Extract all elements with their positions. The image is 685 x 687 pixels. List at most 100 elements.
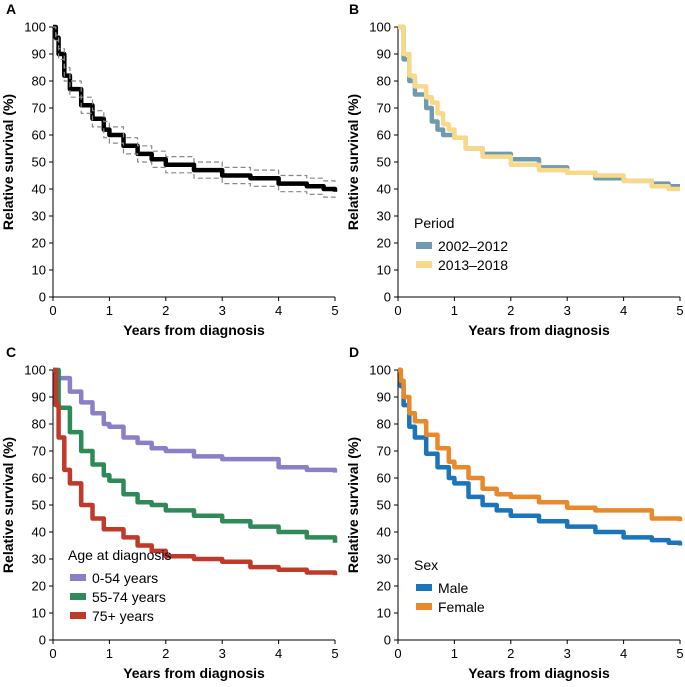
legend-title: Age at diagnosis bbox=[68, 547, 172, 563]
y-tick-label: 10 bbox=[377, 263, 391, 278]
y-tick-label: 90 bbox=[32, 390, 46, 405]
y-tick-label: 60 bbox=[32, 471, 46, 486]
y-tick-label: 70 bbox=[32, 444, 46, 459]
y-tick-label: 60 bbox=[32, 128, 46, 143]
y-tick-label: 20 bbox=[32, 579, 46, 594]
x-axis-label: Years from diagnosis bbox=[468, 322, 610, 338]
y-tick-label: 90 bbox=[377, 47, 391, 62]
y-tick-label: 50 bbox=[32, 155, 46, 170]
x-tick-label: 4 bbox=[275, 303, 282, 318]
y-tick-label: 90 bbox=[377, 390, 391, 405]
panel-C: C 0 10 20 30 40 50 60 70 80 90 100 0 1 2 3 4 5 Years from … bbox=[0, 344, 339, 681]
y-tick-label: 40 bbox=[377, 182, 391, 197]
legend-swatch bbox=[416, 603, 432, 610]
series-line bbox=[53, 24, 338, 192]
legend-swatch bbox=[416, 242, 432, 249]
x-tick-label: 1 bbox=[451, 646, 458, 661]
y-tick-label: 40 bbox=[32, 182, 46, 197]
legend-label: 2002–2012 bbox=[438, 238, 508, 254]
y-axis-label: Relative survival (%) bbox=[0, 94, 16, 230]
x-tick-label: 0 bbox=[394, 303, 401, 318]
y-axis-label: Relative survival (%) bbox=[0, 437, 16, 573]
panel-letter: D bbox=[349, 344, 359, 360]
x-tick-label: 5 bbox=[676, 646, 683, 661]
y-tick-label: 100 bbox=[24, 363, 46, 378]
panel-letter: A bbox=[6, 1, 16, 17]
y-tick-label: 100 bbox=[24, 20, 46, 35]
series-line bbox=[398, 367, 683, 546]
x-axis-label: Years from diagnosis bbox=[468, 665, 610, 681]
panel-B: B 0 10 20 30 40 50 60 70 80 90 100 0 1 2 3 4 5 Years from … bbox=[345, 1, 684, 338]
legend-swatch bbox=[70, 574, 86, 581]
y-tick-label: 70 bbox=[32, 101, 46, 116]
x-tick-label: 4 bbox=[620, 303, 627, 318]
y-tick-label: 20 bbox=[377, 236, 391, 251]
legend-label: 55-74 years bbox=[92, 589, 166, 605]
y-tick-label: 80 bbox=[32, 74, 46, 89]
series-line bbox=[53, 367, 338, 473]
x-tick-label: 4 bbox=[620, 646, 627, 661]
series-line bbox=[398, 24, 680, 189]
y-tick-label: 20 bbox=[377, 579, 391, 594]
y-tick-label: 30 bbox=[377, 209, 391, 224]
y-tick-label: 10 bbox=[377, 606, 391, 621]
y-tick-label: 60 bbox=[377, 471, 391, 486]
y-tick-label: 40 bbox=[377, 525, 391, 540]
legend-title: Period bbox=[414, 215, 454, 231]
series-line bbox=[53, 367, 338, 543]
y-tick-label: 60 bbox=[377, 128, 391, 143]
panel-D: D 0 10 20 30 40 50 60 70 80 90 100 0 1 2 3 4 5 Years from … bbox=[345, 344, 684, 681]
y-tick-label: 0 bbox=[384, 290, 391, 305]
x-tick-label: 4 bbox=[275, 646, 282, 661]
y-axis-label: Relative survival (%) bbox=[345, 94, 361, 230]
series-line bbox=[398, 24, 680, 192]
panel-letter: C bbox=[6, 344, 16, 360]
y-tick-label: 0 bbox=[384, 633, 391, 648]
legend-swatch bbox=[70, 593, 86, 600]
y-axis-label: Relative survival (%) bbox=[345, 437, 361, 573]
series-line-ci-upper bbox=[53, 26, 336, 184]
y-tick-label: 40 bbox=[32, 525, 46, 540]
x-tick-label: 3 bbox=[564, 303, 571, 318]
legend-label: Male bbox=[438, 580, 469, 596]
y-tick-label: 0 bbox=[39, 633, 46, 648]
x-tick-label: 5 bbox=[331, 646, 338, 661]
y-tick-label: 30 bbox=[32, 552, 46, 567]
x-tick-label: 0 bbox=[49, 303, 56, 318]
x-tick-label: 2 bbox=[162, 646, 169, 661]
y-tick-label: 50 bbox=[377, 155, 391, 170]
x-tick-label: 3 bbox=[219, 303, 226, 318]
y-tick-label: 30 bbox=[377, 552, 391, 567]
x-tick-label: 1 bbox=[451, 303, 458, 318]
y-tick-label: 10 bbox=[32, 263, 46, 278]
x-axis-label: Years from diagnosis bbox=[123, 322, 265, 338]
legend-title: Sex bbox=[414, 557, 438, 573]
x-tick-label: 5 bbox=[676, 303, 683, 318]
legend-swatch bbox=[416, 261, 432, 268]
y-tick-label: 50 bbox=[377, 498, 391, 513]
series-line-ci-lower bbox=[53, 26, 336, 200]
y-tick-label: 90 bbox=[32, 47, 46, 62]
y-tick-label: 80 bbox=[377, 74, 391, 89]
legend-swatch bbox=[416, 584, 432, 591]
y-tick-label: 70 bbox=[377, 444, 391, 459]
y-tick-label: 70 bbox=[377, 101, 391, 116]
x-tick-label: 3 bbox=[219, 646, 226, 661]
y-tick-label: 100 bbox=[369, 363, 391, 378]
x-tick-label: 1 bbox=[106, 646, 113, 661]
legend-label: Female bbox=[438, 599, 485, 615]
x-tick-label: 3 bbox=[564, 646, 571, 661]
x-tick-label: 1 bbox=[106, 303, 113, 318]
legend-label: 2013–2018 bbox=[438, 257, 508, 273]
legend-label: 0-54 years bbox=[92, 570, 158, 586]
y-tick-label: 80 bbox=[377, 417, 391, 432]
y-tick-label: 20 bbox=[32, 236, 46, 251]
x-tick-label: 2 bbox=[162, 303, 169, 318]
y-tick-label: 10 bbox=[32, 606, 46, 621]
x-tick-label: 2 bbox=[507, 303, 514, 318]
x-tick-label: 0 bbox=[49, 646, 56, 661]
y-tick-label: 100 bbox=[369, 20, 391, 35]
legend-label: 75+ years bbox=[92, 608, 154, 624]
panel-A: A 0 10 20 30 40 50 60 70 80 90 100 0 1 2 3 4 5 Years from … bbox=[0, 1, 339, 338]
